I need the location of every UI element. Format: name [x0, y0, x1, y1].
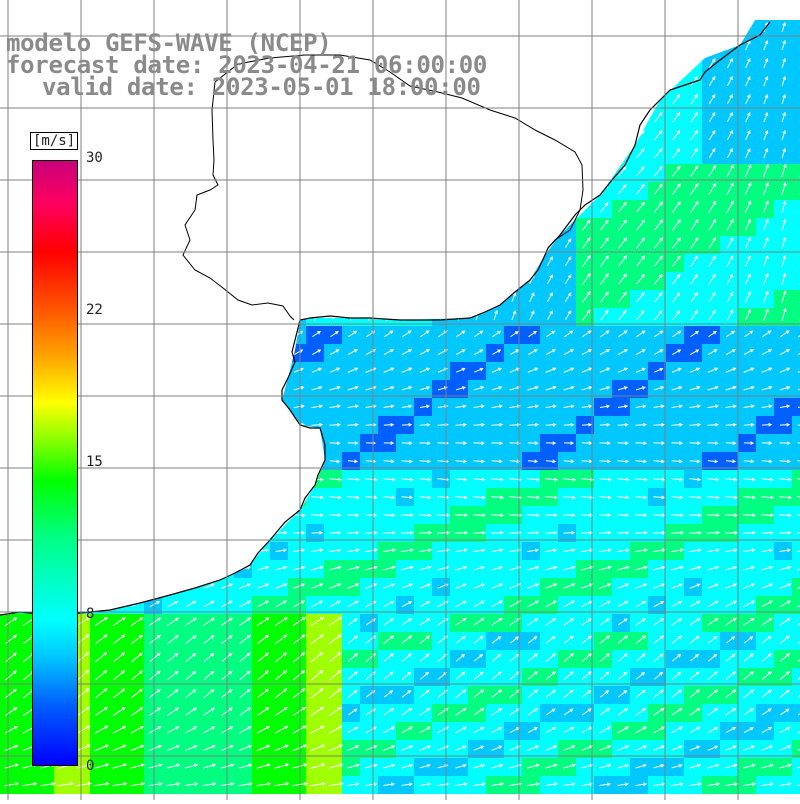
wind-cell — [792, 650, 800, 668]
valid-date: valid date: 2023-05-01 18:00:00 — [42, 76, 481, 98]
wind-cell — [792, 704, 800, 722]
wind-cell — [792, 344, 800, 362]
colorbar-tick-0: 0 — [86, 758, 94, 774]
wind-cell — [792, 290, 800, 308]
wind-cell — [792, 164, 800, 182]
wind-cell — [792, 56, 800, 74]
wind-cell — [792, 128, 800, 146]
wind-cell — [792, 182, 800, 200]
wind-cell — [792, 686, 800, 704]
wind-cell — [792, 668, 800, 686]
wind-cell — [792, 596, 800, 614]
wind-cell — [792, 614, 800, 632]
colorbar-tick-22: 22 — [86, 302, 103, 318]
wind-cell — [792, 38, 800, 56]
wind-cell — [792, 254, 800, 272]
wind-cell — [792, 74, 800, 92]
colorbar-tick-8: 8 — [86, 606, 94, 622]
wind-cell — [792, 758, 800, 776]
wind-cell — [792, 362, 800, 380]
wind-cell — [792, 722, 800, 740]
wind-cell — [792, 326, 800, 344]
wind-cell — [792, 578, 800, 596]
wind-cell — [792, 20, 800, 38]
colorbar — [32, 160, 78, 766]
wind-cell — [792, 200, 800, 218]
wind-cell — [792, 92, 800, 110]
wind-cell — [792, 218, 800, 236]
wind-cell — [792, 308, 800, 326]
wind-cell — [792, 272, 800, 290]
colorbar-tick-30: 30 — [86, 150, 103, 166]
wind-cell — [792, 560, 800, 578]
wind-cell — [792, 740, 800, 758]
wind-cell — [792, 236, 800, 254]
colorbar-tick-15: 15 — [86, 454, 103, 470]
colorbar-unit: [m/s] — [30, 132, 78, 150]
wind-cell — [792, 632, 800, 650]
wind-cell — [792, 110, 800, 128]
wind-cell — [792, 146, 800, 164]
wind-cell — [792, 380, 800, 398]
